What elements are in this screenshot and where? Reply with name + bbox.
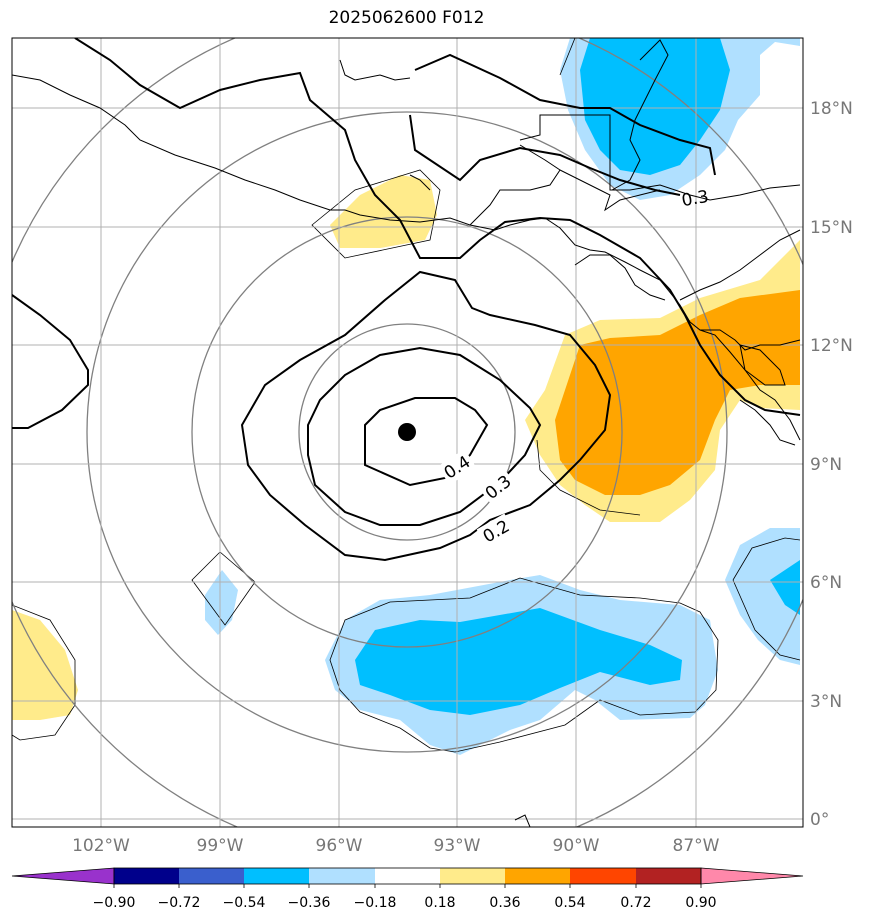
positive-anomaly-region [330,175,437,248]
contour-0.3 [307,346,542,526]
storm-center-marker [398,423,416,441]
lat-tick-label: 9°N [810,455,842,475]
lat-tick-label: 3°N [810,692,842,712]
colorbar-segment [636,868,701,884]
colorbar-tick-label: 0.18 [424,895,455,911]
colorbar-segment [11,867,115,885]
lon-tick-label: 90°W [553,836,600,856]
lat-tick-label: 0° [810,810,829,830]
colorbar-segment [309,868,375,884]
colorbar-tick-label: −0.36 [288,895,331,911]
contour-label: 0.3 [482,472,516,504]
lat-tick-label: 18°N [810,99,853,119]
graticule [12,38,803,827]
colorbar-segment [505,868,570,884]
colorbar-segment [179,868,244,884]
lat-tick-label: 12°N [810,336,853,356]
contour-labels: 0.4 0.3 0.2 0.3 [437,187,710,549]
coastlines [12,39,801,827]
colorbar-segment [440,868,505,884]
colorbar: −0.90 −0.72 −0.54 −0.36 −0.18 0.18 0.36 … [11,867,804,911]
negative-anomaly-region [770,560,800,615]
map-plot-area: 0.4 0.3 0.2 0.3 [12,38,803,827]
lat-tick-labels: 18°N 15°N 12°N 9°N 6°N 3°N 0° [810,99,853,830]
lat-tick-label: 6°N [810,573,842,593]
colorbar-segment [375,868,440,884]
colorbar-tick-label: 0.72 [620,895,651,911]
lon-tick-label: 99°W [197,836,244,856]
range-rings [12,38,803,827]
contour-0.3 [414,53,716,176]
negative-anomaly-region [205,570,238,635]
contour-lines [12,38,801,562]
lat-tick-label: 15°N [810,218,853,238]
colorbar-segment [114,868,179,884]
negative-anomaly-region [355,608,682,715]
lon-tick-label: 102°W [72,836,130,856]
contour-0.3 [409,114,681,196]
negative-anomaly-region [580,38,730,175]
contour-0.2 [240,270,612,562]
colorbar-segment [244,868,309,884]
colorbar-segment [570,868,636,884]
contour-0.2 [12,294,89,429]
contour-0.4 [364,397,489,487]
colorbar-segment [700,867,804,885]
colorbar-tick-label: −0.54 [223,895,266,911]
plot-frame [11,37,804,828]
colorbar-tick-label: −0.72 [158,895,201,911]
contour-0.2 [74,38,801,416]
lon-tick-label: 87°W [673,836,720,856]
colorbar-tick-label: 0.54 [554,895,585,911]
map-title: 2025062600 F012 [328,8,485,28]
colorbar-tick-label: 0.90 [685,895,716,911]
lon-tick-labels: 102°W 99°W 96°W 93°W 90°W 87°W [72,836,720,856]
colorbar-tick-label: −0.90 [93,895,136,911]
shaded-anomaly-fields [12,38,800,755]
lon-tick-label: 93°W [434,836,481,856]
lon-tick-label: 96°W [316,836,363,856]
colorbar-tick-label: 0.36 [489,895,520,911]
colorbar-tick-label: −0.18 [354,895,397,911]
contour-label: 0.3 [680,187,710,211]
positive-anomaly-region [555,290,800,495]
